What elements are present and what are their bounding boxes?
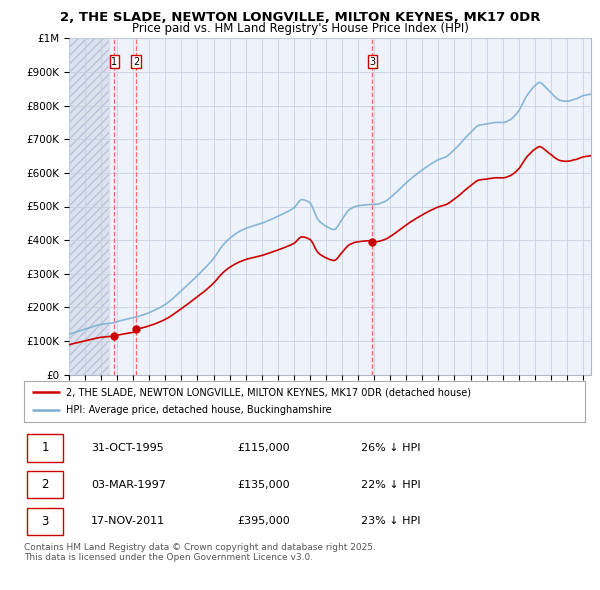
Text: 1: 1	[112, 57, 118, 67]
Text: HPI: Average price, detached house, Buckinghamshire: HPI: Average price, detached house, Buck…	[66, 405, 332, 415]
Text: £395,000: £395,000	[237, 516, 290, 526]
Text: 3: 3	[369, 57, 376, 67]
Text: Contains HM Land Registry data © Crown copyright and database right 2025.
This d: Contains HM Land Registry data © Crown c…	[24, 543, 376, 562]
Text: 03-MAR-1997: 03-MAR-1997	[91, 480, 166, 490]
Text: 22% ↓ HPI: 22% ↓ HPI	[361, 480, 420, 490]
Text: 17-NOV-2011: 17-NOV-2011	[91, 516, 166, 526]
FancyBboxPatch shape	[27, 507, 63, 535]
Text: 2, THE SLADE, NEWTON LONGVILLE, MILTON KEYNES, MK17 0DR (detached house): 2, THE SLADE, NEWTON LONGVILLE, MILTON K…	[66, 387, 471, 397]
Text: 2: 2	[41, 478, 49, 491]
Text: £135,000: £135,000	[237, 480, 290, 490]
Text: 26% ↓ HPI: 26% ↓ HPI	[361, 443, 420, 453]
Text: 2: 2	[133, 57, 139, 67]
Text: 3: 3	[41, 515, 49, 528]
Text: 31-OCT-1995: 31-OCT-1995	[91, 443, 164, 453]
Text: Price paid vs. HM Land Registry's House Price Index (HPI): Price paid vs. HM Land Registry's House …	[131, 22, 469, 35]
Text: £115,000: £115,000	[237, 443, 290, 453]
Bar	[69, 38, 109, 375]
Bar	[69, 38, 109, 375]
FancyBboxPatch shape	[27, 471, 63, 499]
Text: 2, THE SLADE, NEWTON LONGVILLE, MILTON KEYNES, MK17 0DR: 2, THE SLADE, NEWTON LONGVILLE, MILTON K…	[60, 11, 540, 24]
FancyBboxPatch shape	[27, 434, 63, 461]
Text: 23% ↓ HPI: 23% ↓ HPI	[361, 516, 420, 526]
Text: 1: 1	[41, 441, 49, 454]
